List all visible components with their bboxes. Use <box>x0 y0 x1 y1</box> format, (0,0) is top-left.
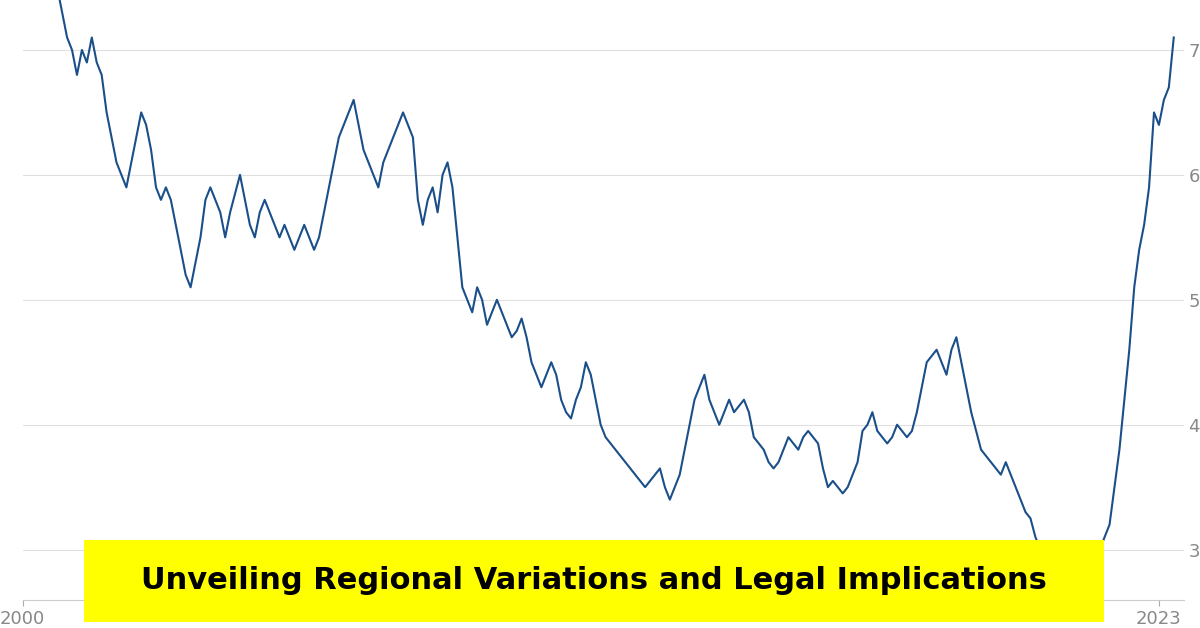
Text: Unveiling Regional Variations and Legal Implications: Unveiling Regional Variations and Legal … <box>142 566 1046 595</box>
